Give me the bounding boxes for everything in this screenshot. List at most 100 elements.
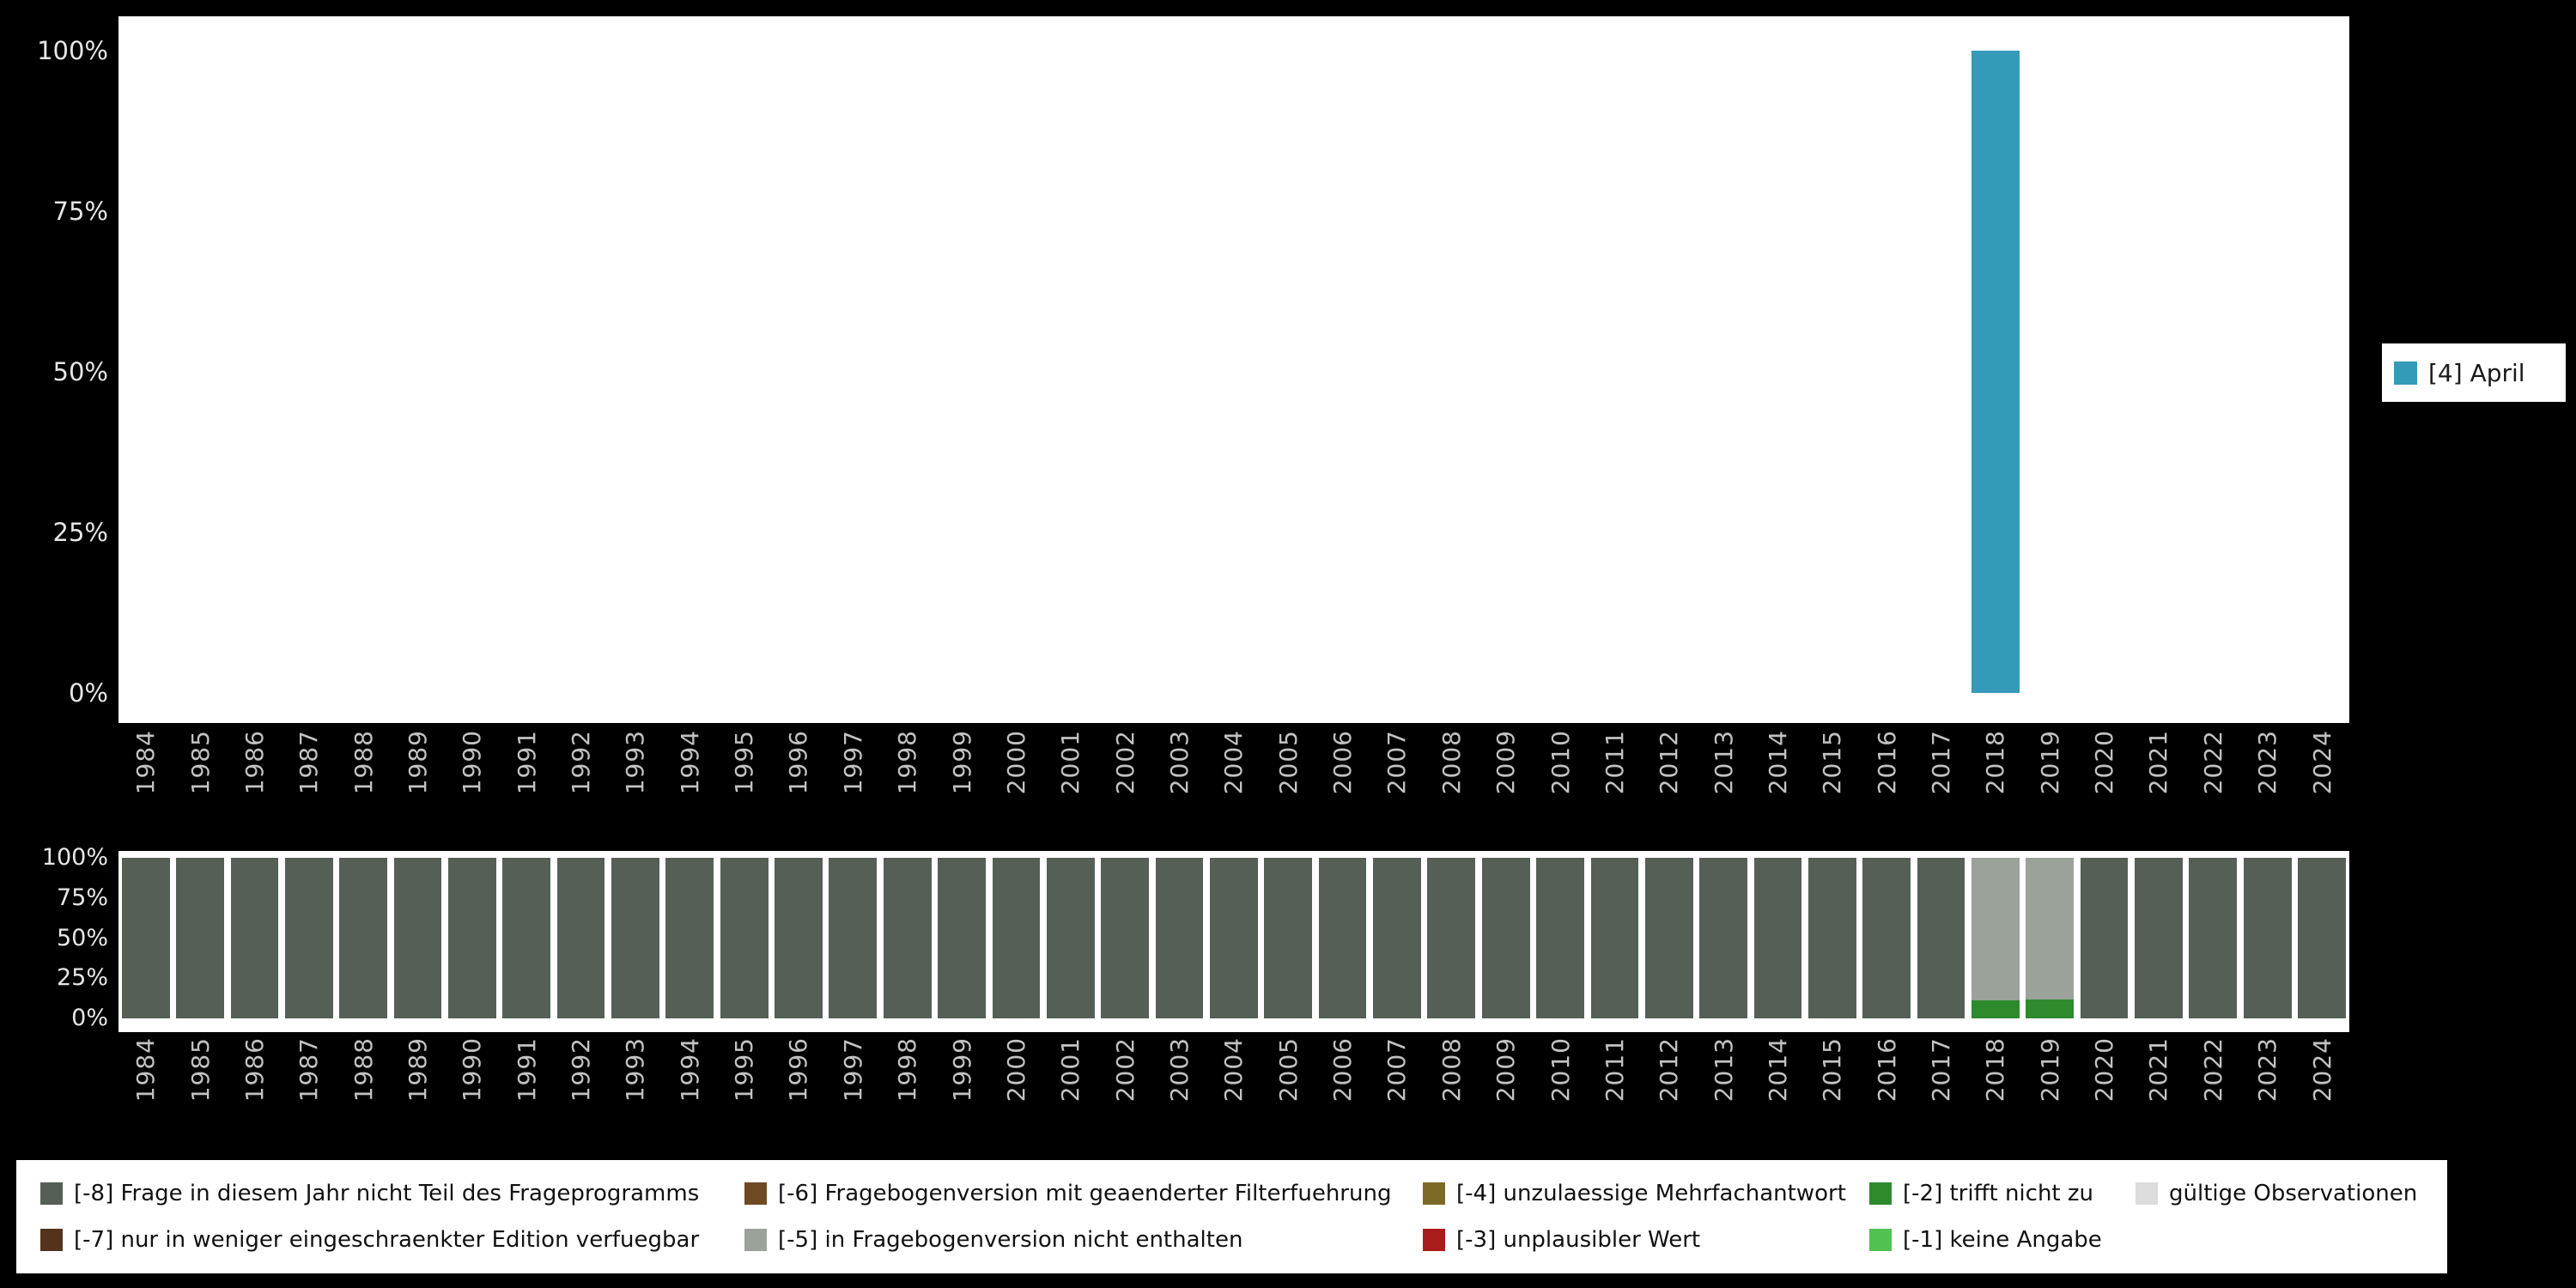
x-axis-year-label: 2009 [1492, 730, 1521, 795]
bar-slot-2007 [1370, 51, 1424, 693]
top-plot-area [118, 16, 2349, 723]
bar-slot-1985 [173, 51, 227, 693]
bar-2018[interactable] [1971, 51, 2020, 693]
bar-slot-1994 [663, 51, 717, 693]
x-axis-year-label: 1999 [947, 1037, 976, 1103]
segment-2012-8[interactable] [1644, 858, 1693, 1018]
legend-swatch-icon [744, 1182, 767, 1205]
bar-slot-2001 [1043, 51, 1097, 693]
segment-2021-8[interactable] [2135, 858, 2183, 1018]
segment-2006-8[interactable] [1318, 858, 1367, 1018]
segment-1998-8[interactable] [883, 858, 932, 1018]
segment-1986-8[interactable] [230, 858, 279, 1018]
segment-1992-8[interactable] [556, 858, 605, 1018]
segment-1993-8[interactable] [611, 858, 659, 1018]
segment-2007-8[interactable] [1373, 858, 1421, 1018]
legend-item-2[interactable]: [-2] trifft nicht zu [1869, 1181, 2136, 1206]
segment-1999-8[interactable] [938, 858, 986, 1018]
stack-slot-2022 [2186, 858, 2240, 1018]
x-axis-year-label: 2005 [1273, 1037, 1303, 1103]
x-axis-year-label: 2008 [1437, 1037, 1466, 1103]
segment-2020-8[interactable] [2080, 858, 2129, 1018]
x-axis-year-label: 2014 [1763, 1037, 1792, 1103]
bar-slot-1986 [228, 51, 282, 693]
segment-2014-8[interactable] [1753, 858, 1802, 1018]
x-axis-year-label: 1984 [131, 1037, 161, 1103]
segment-1988-8[interactable] [339, 858, 387, 1018]
bar-slot-2023 [2240, 51, 2294, 693]
bottom-x-axis: 1984 1985 1986 1987 1988 1989 1990 1991 1992 1993… [118, 1037, 2349, 1139]
segment-1984-8[interactable] [121, 858, 170, 1018]
segment-1989-8[interactable] [393, 858, 442, 1018]
segment-1987-8[interactable] [284, 858, 333, 1018]
segment-1991-8[interactable] [502, 858, 551, 1018]
legend-item-1[interactable]: [-1] keine Angabe [1869, 1227, 2136, 1253]
legend-item-8[interactable]: [-8] Frage in diesem Jahr nicht Teil des… [40, 1181, 744, 1206]
y-tick-label: 25% [56, 964, 108, 992]
segment-2013-8[interactable] [1699, 858, 1747, 1018]
segment-1994-8[interactable] [665, 858, 714, 1018]
segment-2000-8[interactable] [992, 858, 1041, 1018]
stack-slot-2004 [1206, 858, 1261, 1018]
segment-2011-8[interactable] [1590, 858, 1639, 1018]
segment-2002-8[interactable] [1101, 858, 1150, 1018]
legend-item-4[interactable]: [-4] unzulaessige Mehrfachantwort [1423, 1181, 1869, 1206]
segment-1997-8[interactable] [829, 858, 878, 1018]
segment-2022-8[interactable] [2189, 858, 2238, 1018]
bar-slot-2003 [1152, 51, 1206, 693]
legend-item-5[interactable]: [-5] in Fragebogenversion nicht enthalte… [744, 1227, 1423, 1253]
legend-item-valid[interactable]: gültige Observationen [2136, 1181, 2439, 1206]
segment-2017-8[interactable] [1917, 858, 1965, 1018]
x-axis-year-label: 1989 [403, 730, 432, 795]
legend-item-label: [-3] unplausibler Wert [1456, 1227, 1701, 1253]
legend-item-3[interactable]: [-3] unplausibler Wert [1423, 1227, 1869, 1253]
x-axis-year-label: 1999 [947, 730, 976, 795]
segment-2019-5[interactable] [2026, 858, 2075, 999]
x-axis-year-label: 2002 [1110, 1037, 1139, 1103]
y-tick-label: 25% [52, 518, 108, 547]
bar-slot-1997 [826, 51, 880, 693]
x-axis-year-label: 2021 [2144, 730, 2173, 795]
bar-slot-1988 [336, 51, 390, 693]
y-tick-label: 50% [52, 357, 108, 386]
bar-slot-2024 [2294, 51, 2348, 693]
segment-2001-8[interactable] [1046, 858, 1095, 1018]
segment-2015-8[interactable] [1807, 858, 1856, 1018]
legend-item-6[interactable]: [-6] Fragebogenversion mit geaenderter F… [744, 1181, 1423, 1206]
segment-2009-8[interactable] [1481, 858, 1530, 1018]
bar-slot-2012 [1642, 51, 1696, 693]
x-axis-year-label: 1995 [730, 1037, 759, 1103]
stack-slot-1984 [118, 858, 173, 1018]
x-axis-year-label: 2017 [1927, 730, 1956, 795]
segment-2005-8[interactable] [1264, 858, 1313, 1018]
x-axis-year-label: 2008 [1437, 730, 1466, 795]
bar-slot-1999 [934, 51, 988, 693]
segment-1985-8[interactable] [176, 858, 224, 1018]
stack-slot-1988 [336, 858, 390, 1018]
segment-2024-8[interactable] [2298, 858, 2346, 1018]
segment-1990-8[interactable] [447, 858, 496, 1018]
segment-2023-8[interactable] [2243, 858, 2292, 1018]
stack-slot-1987 [282, 858, 336, 1018]
segment-1995-8[interactable] [720, 858, 769, 1018]
x-axis-year-label: 2016 [1872, 1037, 1901, 1103]
stack-slot-2009 [1479, 858, 1533, 1018]
segment-2019-2[interactable] [2026, 999, 2075, 1018]
bar-slot-2004 [1206, 51, 1261, 693]
segment-2018-2[interactable] [1971, 1000, 2020, 1018]
segment-1996-8[interactable] [775, 858, 823, 1018]
bar-slot-2013 [1696, 51, 1750, 693]
segment-2004-8[interactable] [1209, 858, 1258, 1018]
x-axis-year-label: 2018 [1981, 1037, 2010, 1103]
legend-item-7[interactable]: [-7] nur in weniger eingeschraenkter Edi… [40, 1227, 744, 1253]
segment-2010-8[interactable] [1536, 858, 1584, 1018]
stack-slot-1992 [554, 858, 608, 1018]
segment-2016-8[interactable] [1862, 858, 1911, 1018]
segment-2018-5[interactable] [1971, 858, 2020, 1001]
x-axis-year-label: 2006 [1328, 730, 1358, 795]
x-axis-year-label: 1998 [893, 730, 922, 795]
x-axis-year-label: 1994 [675, 730, 704, 795]
x-axis-year-label: 1995 [730, 730, 759, 795]
segment-2003-8[interactable] [1155, 858, 1204, 1018]
segment-2008-8[interactable] [1427, 858, 1476, 1018]
